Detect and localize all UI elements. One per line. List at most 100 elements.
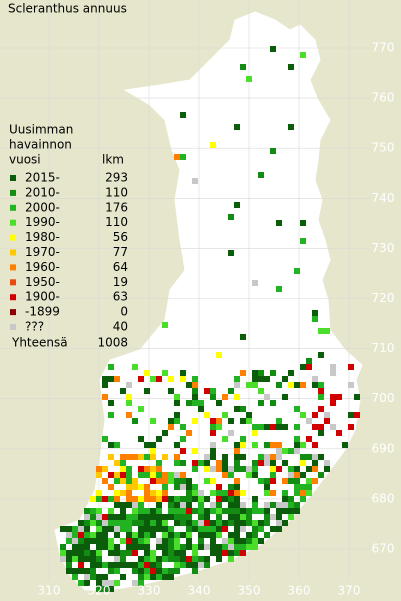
- square: [204, 520, 210, 526]
- square: [246, 466, 252, 472]
- square: [186, 520, 192, 526]
- square: [354, 412, 360, 418]
- square: [72, 526, 78, 532]
- square: [216, 460, 222, 466]
- square: [90, 508, 96, 514]
- square: [330, 394, 336, 400]
- square: [168, 550, 174, 556]
- square: [126, 478, 132, 484]
- square: [294, 466, 300, 472]
- square: [114, 496, 120, 502]
- square: [348, 382, 354, 388]
- y-label: 750: [372, 141, 395, 155]
- square: [78, 544, 84, 550]
- square: [240, 508, 246, 514]
- square: [78, 550, 84, 556]
- square: [294, 472, 300, 478]
- square: [174, 394, 180, 400]
- square: [318, 424, 324, 430]
- square: [312, 478, 318, 484]
- square: [138, 574, 144, 580]
- square: [240, 538, 246, 544]
- square: [318, 430, 324, 436]
- square: [318, 472, 324, 478]
- square: [204, 532, 210, 538]
- square: [216, 514, 222, 520]
- square: [156, 556, 162, 562]
- legend-count: 110: [105, 185, 128, 199]
- square: [198, 460, 204, 466]
- legend-label: 1950-: [25, 275, 60, 289]
- square: [204, 562, 210, 568]
- square: [246, 544, 252, 550]
- square: [246, 76, 252, 82]
- square: [108, 400, 114, 406]
- square: [252, 280, 258, 286]
- square: [138, 556, 144, 562]
- square: [168, 496, 174, 502]
- square: [258, 424, 264, 430]
- square: [216, 544, 222, 550]
- legend-count: 293: [105, 171, 128, 185]
- square: [288, 64, 294, 70]
- square: [186, 544, 192, 550]
- square: [120, 460, 126, 466]
- square: [126, 466, 132, 472]
- square: [294, 424, 300, 430]
- square: [150, 376, 156, 382]
- square: [108, 562, 114, 568]
- square: [138, 568, 144, 574]
- square: [102, 586, 108, 592]
- square: [120, 562, 126, 568]
- square: [114, 472, 120, 478]
- legend-label: 1980-: [25, 230, 60, 244]
- square: [168, 478, 174, 484]
- square: [228, 538, 234, 544]
- legend-label: -1899: [25, 305, 60, 319]
- square: [228, 250, 234, 256]
- square: [120, 502, 126, 508]
- square: [78, 538, 84, 544]
- square: [198, 502, 204, 508]
- square: [222, 538, 228, 544]
- square: [156, 526, 162, 532]
- square: [186, 490, 192, 496]
- square: [282, 502, 288, 508]
- square: [126, 394, 132, 400]
- square: [264, 502, 270, 508]
- square: [138, 580, 144, 586]
- square: [186, 496, 192, 502]
- square: [276, 520, 282, 526]
- square: [300, 364, 306, 370]
- square: [264, 490, 270, 496]
- square: [120, 478, 126, 484]
- square: [126, 538, 132, 544]
- square: [156, 562, 162, 568]
- square: [66, 538, 72, 544]
- square: [174, 532, 180, 538]
- square: [84, 526, 90, 532]
- square: [132, 550, 138, 556]
- square: [144, 520, 150, 526]
- square: [300, 484, 306, 490]
- square: [156, 496, 162, 502]
- square: [114, 568, 120, 574]
- square: [84, 574, 90, 580]
- square: [300, 454, 306, 460]
- square: [102, 526, 108, 532]
- square: [210, 418, 216, 424]
- square: [252, 496, 258, 502]
- square: [138, 520, 144, 526]
- square: [96, 562, 102, 568]
- square: [192, 556, 198, 562]
- square: [156, 568, 162, 574]
- square: [210, 520, 216, 526]
- square: [132, 478, 138, 484]
- legend-heading: Uusimman: [9, 123, 73, 137]
- square: [312, 412, 318, 418]
- square: [90, 496, 96, 502]
- square: [78, 520, 84, 526]
- square: [198, 520, 204, 526]
- square: [114, 460, 120, 466]
- square: [174, 478, 180, 484]
